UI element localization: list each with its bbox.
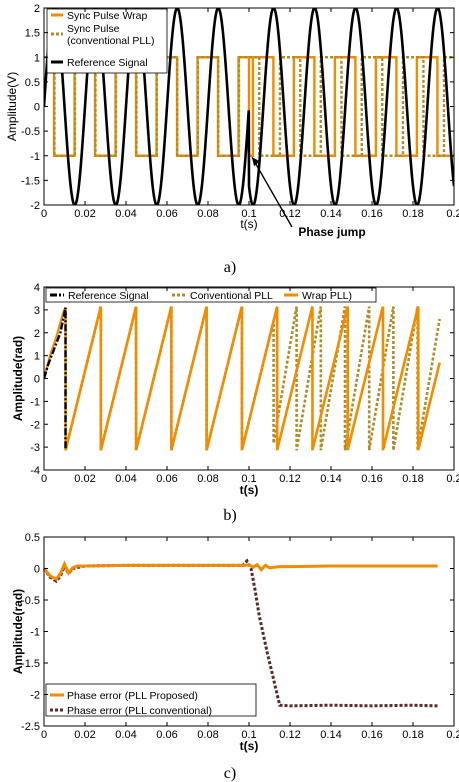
x-tick-label: 0.18 bbox=[402, 208, 423, 220]
legend-label: Reference Signal bbox=[68, 290, 149, 302]
x-tick-label: 0.2 bbox=[446, 208, 459, 220]
x-tick-label: 0.1 bbox=[241, 473, 256, 485]
x-tick-label: 0.08 bbox=[197, 473, 218, 485]
annotation-arrow bbox=[251, 156, 293, 228]
legend-label: Conventional PLL bbox=[190, 290, 273, 302]
annotation-text: Phase jump bbox=[298, 225, 365, 239]
legend: Phase error (PLL Proposed) Phase error (P… bbox=[45, 683, 257, 717]
panel-label: a) bbox=[224, 259, 236, 276]
x-tick-label: 0.1 bbox=[241, 208, 256, 220]
y-tick-label: -2 bbox=[30, 200, 40, 212]
series-layer bbox=[44, 303, 441, 451]
legend-label: Phase error (PLL conventional) bbox=[67, 705, 212, 717]
y-axis-label: Amplitude(rad) bbox=[11, 589, 25, 674]
y-tick-label: 0.5 bbox=[25, 77, 40, 89]
legend-label: Sync Pulse bbox=[67, 23, 120, 35]
legend-box bbox=[46, 8, 168, 74]
legend: Reference Signal Conventional PLL Wrap PLL… bbox=[45, 287, 377, 303]
x-tick-label: 0.14 bbox=[320, 208, 341, 220]
series-line-0 bbox=[44, 56, 454, 157]
y-tick-label: -1 bbox=[30, 151, 40, 163]
y-tick-label: 1.5 bbox=[25, 28, 40, 40]
series-line-2 bbox=[64, 306, 441, 451]
y-tick-label: 3 bbox=[34, 305, 40, 317]
y-tick-label: -3 bbox=[30, 442, 40, 454]
x-tick-label: 0.02 bbox=[74, 208, 95, 220]
x-tick-label: 0.16 bbox=[361, 208, 382, 220]
x-axis-label: t(s) bbox=[240, 483, 259, 497]
x-tick-label: 0.14 bbox=[320, 473, 341, 485]
y-tick-label: 1 bbox=[34, 52, 40, 64]
x-axis-label: t(s) bbox=[240, 217, 257, 231]
y-tick-label: 1 bbox=[34, 351, 40, 363]
x-tick-label: 0.18 bbox=[402, 473, 423, 485]
x-tick-label: 0 bbox=[41, 208, 47, 220]
x-tick-label: 0.2 bbox=[446, 729, 459, 741]
series-layer bbox=[44, 8, 454, 205]
chart-c: Phase error (PLL Proposed) Phase error (P… bbox=[11, 532, 459, 782]
y-tick-label: -2.5 bbox=[21, 721, 40, 733]
x-tick-label: 0.12 bbox=[279, 208, 300, 220]
x-axis-label: t(s) bbox=[240, 739, 259, 753]
x-tick-label: 0.12 bbox=[279, 729, 300, 741]
y-tick-label: -0.5 bbox=[21, 126, 40, 138]
x-tick-label: 0.04 bbox=[115, 208, 136, 220]
chart-b: Reference Signal Conventional PLL Wrap PLL… bbox=[11, 282, 459, 524]
y-tick-label: 0 bbox=[34, 374, 40, 386]
x-tick-label: 0.02 bbox=[74, 729, 95, 741]
series-line-2 bbox=[44, 8, 454, 205]
legend-box bbox=[45, 683, 257, 717]
x-tick-label: 0.04 bbox=[115, 729, 136, 741]
y-axis-label: Amplitude(V) bbox=[5, 72, 19, 141]
annotation-arrowhead bbox=[252, 157, 260, 167]
x-tick-label: 0.08 bbox=[197, 729, 218, 741]
x-tick-label: 0.16 bbox=[361, 473, 382, 485]
legend-label: Wrap PLL) bbox=[302, 290, 352, 302]
legend-label: Reference Signal bbox=[67, 57, 148, 69]
y-tick-label: 0 bbox=[34, 102, 40, 114]
y-tick-label: 2 bbox=[34, 328, 40, 340]
legend-label: (conventional PLL) bbox=[67, 35, 155, 47]
x-tick-label: 0.08 bbox=[197, 208, 218, 220]
y-tick-label: -1.5 bbox=[21, 175, 40, 187]
x-tick-label: 0.18 bbox=[402, 729, 423, 741]
x-tick-label: 0.1 bbox=[241, 729, 256, 741]
panel-label: c) bbox=[224, 765, 236, 782]
series-line-0 bbox=[42, 560, 438, 582]
x-tick-label: 0 bbox=[41, 729, 47, 741]
y-axis-label: Amplitude(rad) bbox=[11, 336, 25, 421]
x-tick-label: 0.12 bbox=[279, 473, 300, 485]
y-tick-label: 0.5 bbox=[25, 532, 40, 544]
panel-label: b) bbox=[223, 507, 236, 524]
y-tick-label: -2 bbox=[30, 690, 40, 702]
series-line-1 bbox=[44, 56, 454, 157]
y-tick-label: -1 bbox=[30, 396, 40, 408]
x-tick-label: 0.14 bbox=[320, 729, 341, 741]
y-tick-label: -1.5 bbox=[21, 658, 40, 670]
y-tick-label: -2 bbox=[30, 419, 40, 431]
legend-label: Phase error (PLL Proposed) bbox=[67, 690, 198, 702]
y-tick-label: 2 bbox=[34, 3, 40, 15]
x-tick-label: 0 bbox=[41, 473, 47, 485]
y-tick-label: -1 bbox=[30, 627, 40, 639]
x-tick-label: 0.06 bbox=[156, 729, 177, 741]
x-tick-label: 0.06 bbox=[156, 473, 177, 485]
y-tick-label: -0.5 bbox=[21, 595, 40, 607]
y-tick-label: -4 bbox=[30, 465, 40, 477]
x-tick-label: 0.2 bbox=[446, 473, 459, 485]
series-line-0 bbox=[44, 307, 67, 450]
y-tick-label: 4 bbox=[34, 282, 40, 294]
x-tick-label: 0.02 bbox=[74, 473, 95, 485]
y-tick-label: 0 bbox=[34, 564, 40, 576]
x-tick-label: 0.06 bbox=[156, 208, 177, 220]
x-tick-label: 0.16 bbox=[361, 729, 382, 741]
legend-box bbox=[45, 287, 377, 303]
x-tick-label: 0.04 bbox=[115, 473, 136, 485]
legend-label: Sync Pulse Wrap bbox=[67, 10, 147, 22]
